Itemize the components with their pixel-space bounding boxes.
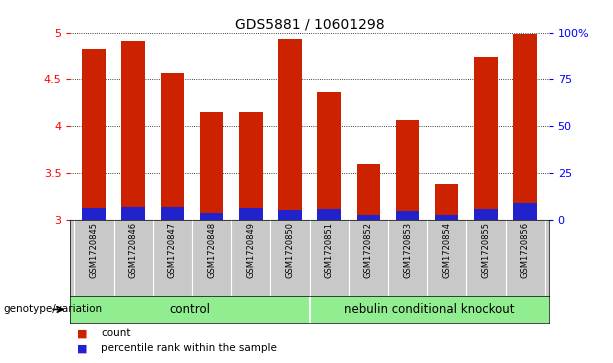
Bar xyxy=(82,49,106,220)
Text: GSM1720849: GSM1720849 xyxy=(246,222,255,278)
Text: GSM1720856: GSM1720856 xyxy=(520,222,530,278)
Bar xyxy=(82,208,106,220)
Bar xyxy=(121,41,145,220)
Bar xyxy=(239,112,262,220)
Text: GSM1720846: GSM1720846 xyxy=(129,222,138,278)
Text: GSM1720855: GSM1720855 xyxy=(481,222,490,278)
Bar xyxy=(474,209,498,220)
Bar xyxy=(357,215,380,220)
Bar xyxy=(435,215,459,220)
Text: ■: ■ xyxy=(77,328,87,338)
Text: GSM1720851: GSM1720851 xyxy=(325,222,333,278)
Bar xyxy=(161,208,184,220)
Bar xyxy=(513,203,537,220)
Text: ■: ■ xyxy=(77,343,87,354)
Bar xyxy=(318,91,341,220)
Text: GSM1720852: GSM1720852 xyxy=(364,222,373,278)
Text: percentile rank within the sample: percentile rank within the sample xyxy=(101,343,277,354)
Text: GSM1720847: GSM1720847 xyxy=(168,222,177,278)
Bar xyxy=(396,119,419,220)
Bar xyxy=(396,211,419,220)
Bar xyxy=(278,39,302,220)
Text: GSM1720845: GSM1720845 xyxy=(89,222,99,278)
Bar xyxy=(239,208,262,220)
Text: genotype/variation: genotype/variation xyxy=(3,305,102,314)
Bar xyxy=(435,184,459,220)
Text: count: count xyxy=(101,328,131,338)
Bar xyxy=(318,209,341,220)
Bar xyxy=(161,73,184,220)
Text: GSM1720854: GSM1720854 xyxy=(442,222,451,278)
Bar xyxy=(200,112,223,220)
Bar xyxy=(121,208,145,220)
Text: GSM1720848: GSM1720848 xyxy=(207,222,216,278)
Bar xyxy=(200,213,223,220)
Bar xyxy=(278,210,302,220)
Bar xyxy=(474,57,498,220)
Text: GSM1720853: GSM1720853 xyxy=(403,222,412,278)
Text: GSM1720850: GSM1720850 xyxy=(286,222,294,278)
Text: control: control xyxy=(170,303,210,316)
Bar xyxy=(357,163,380,220)
Bar xyxy=(513,34,537,220)
Title: GDS5881 / 10601298: GDS5881 / 10601298 xyxy=(235,17,384,32)
Text: nebulin conditional knockout: nebulin conditional knockout xyxy=(344,303,514,316)
